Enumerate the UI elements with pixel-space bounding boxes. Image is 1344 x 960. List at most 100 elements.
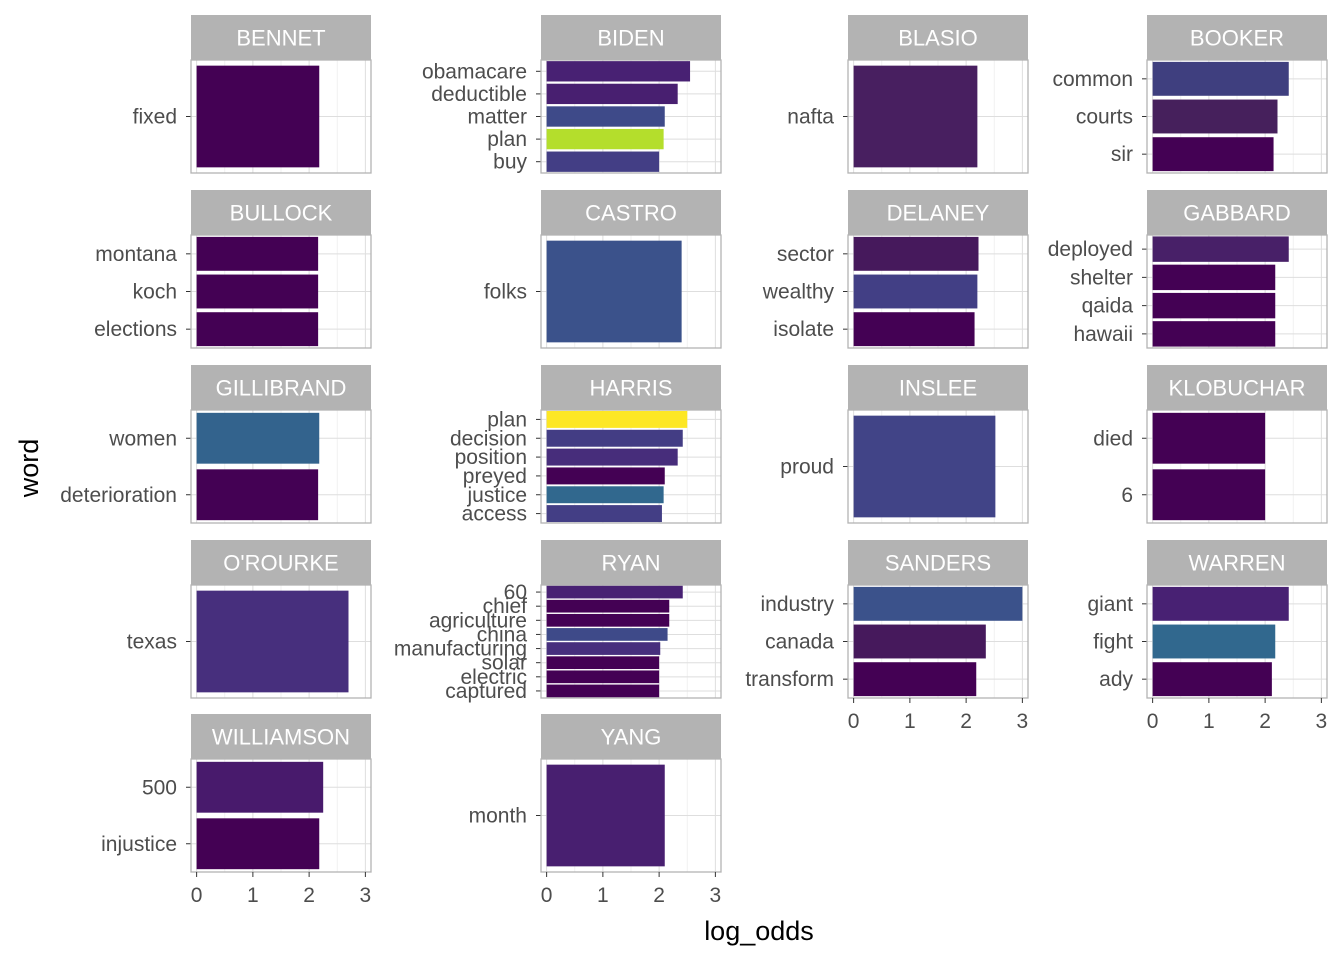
facet-panel: GABBARD deployed shelter qaida hawaii bbox=[1048, 190, 1328, 349]
facet-panels: BENNET fixed BIDEN obamacaredeductiblematte… bbox=[60, 15, 1328, 873]
facet-strip bbox=[541, 15, 721, 60]
x-tick-label: 1 bbox=[597, 884, 609, 907]
panel-border bbox=[847, 234, 1029, 349]
y-tick-label: industry bbox=[760, 593, 834, 616]
bar bbox=[1152, 586, 1289, 621]
bar bbox=[546, 628, 668, 641]
bar bbox=[546, 585, 683, 599]
facet-strip bbox=[1147, 15, 1327, 60]
x-tick-label: 1 bbox=[247, 884, 259, 907]
panel-border bbox=[540, 409, 722, 524]
bar bbox=[1152, 469, 1266, 521]
bar bbox=[546, 61, 691, 82]
x-tick-label: 2 bbox=[960, 710, 972, 733]
facet-panel: GILLIBRAND women deterioration bbox=[60, 365, 372, 524]
y-tick-label: fight bbox=[1093, 631, 1133, 654]
y-tick-label: hawaii bbox=[1073, 323, 1133, 346]
y-tick-label: deployed bbox=[1048, 238, 1133, 261]
panel-border bbox=[540, 584, 722, 699]
y-tick-label: injustice bbox=[101, 833, 177, 856]
bar bbox=[546, 151, 660, 172]
facet-panel: BULLOCK montana koch elections bbox=[94, 190, 372, 349]
facet-strip-label: O'ROURKE bbox=[223, 551, 338, 576]
facet-strip bbox=[1147, 540, 1327, 585]
y-tick-label: isolate bbox=[773, 318, 834, 341]
y-tick-label: manufacturing bbox=[394, 638, 527, 661]
x-axis: 0 1 2 3 bbox=[191, 872, 371, 907]
y-tick-label: plan bbox=[487, 408, 527, 431]
x-axis: 0 1 2 3 bbox=[1147, 698, 1327, 733]
panel-border bbox=[847, 584, 1029, 699]
bar bbox=[546, 467, 665, 485]
facet-strip bbox=[848, 365, 1028, 410]
y-axis-title: word bbox=[14, 439, 44, 499]
facet-panel: KLOBUCHAR died 6 bbox=[1093, 365, 1328, 524]
bar bbox=[853, 312, 975, 347]
bar bbox=[546, 410, 688, 428]
bar bbox=[853, 415, 996, 518]
y-tick-label: justice bbox=[466, 484, 527, 507]
panel-border bbox=[190, 59, 372, 174]
x-axis-title: log_odds bbox=[704, 916, 814, 946]
y-tick-label: 500 bbox=[142, 776, 177, 799]
bar bbox=[546, 505, 662, 523]
y-tick-label: died bbox=[1093, 427, 1133, 450]
facet-panel: BOOKER common courts sir bbox=[1052, 15, 1328, 174]
y-tick-label: ady bbox=[1099, 668, 1133, 691]
y-tick-label: china bbox=[477, 623, 528, 646]
bar bbox=[546, 684, 660, 698]
x-axis: 0 1 2 3 bbox=[541, 872, 721, 907]
facet-strip-label: DELANEY bbox=[887, 201, 990, 226]
facet-panel: WILLIAMSON 500 injustice bbox=[101, 714, 372, 873]
x-tick-label: 2 bbox=[303, 884, 315, 907]
bar bbox=[546, 670, 660, 684]
y-tick-label: access bbox=[462, 503, 527, 526]
bar bbox=[546, 429, 683, 447]
y-tick-label: agriculture bbox=[429, 609, 527, 632]
x-tick-label: 3 bbox=[1316, 710, 1328, 733]
facet-strip bbox=[848, 15, 1028, 60]
facet-strip bbox=[541, 714, 721, 759]
facet-strip bbox=[191, 15, 371, 60]
bar bbox=[1152, 137, 1274, 172]
facet-strip-label: INSLEE bbox=[899, 376, 977, 401]
panel-border bbox=[1146, 234, 1328, 349]
bar bbox=[546, 448, 678, 466]
bar bbox=[546, 599, 670, 613]
y-tick-label: preyed bbox=[463, 465, 527, 488]
facet-strip bbox=[191, 190, 371, 235]
panel-border bbox=[540, 234, 722, 349]
bar bbox=[546, 764, 665, 867]
facet-panel: INSLEE proud bbox=[780, 365, 1029, 524]
bar bbox=[1152, 236, 1289, 262]
x-tick-label: 0 bbox=[1147, 710, 1159, 733]
facet-strip bbox=[541, 540, 721, 585]
facet-panel: YANG month bbox=[469, 714, 722, 873]
y-tick-label: chief bbox=[483, 595, 528, 618]
bar bbox=[1152, 99, 1278, 134]
y-tick-label: qaida bbox=[1082, 295, 1134, 318]
bar bbox=[196, 412, 320, 464]
y-tick-label: canada bbox=[765, 631, 834, 654]
y-tick-label: sector bbox=[777, 243, 834, 266]
x-axis: 0 1 2 3 bbox=[848, 698, 1028, 733]
y-tick-label: wealthy bbox=[762, 281, 835, 304]
y-tick-label: sir bbox=[1111, 143, 1133, 166]
facet-strip bbox=[191, 540, 371, 585]
panel-border bbox=[1146, 59, 1328, 174]
y-tick-label: women bbox=[108, 427, 177, 450]
x-tick-label: 2 bbox=[1259, 710, 1271, 733]
bar bbox=[853, 65, 978, 168]
facet-strip-label: KLOBUCHAR bbox=[1169, 376, 1306, 401]
bar bbox=[546, 128, 664, 150]
y-tick-label: courts bbox=[1076, 106, 1133, 129]
bar bbox=[1152, 292, 1276, 319]
y-tick-label: position bbox=[455, 446, 527, 469]
bar bbox=[1152, 321, 1276, 347]
facet-panel: WARREN giant fight ady bbox=[1087, 540, 1328, 699]
bar bbox=[196, 312, 319, 347]
facet-panel: CASTRO folks bbox=[484, 190, 722, 349]
x-axes: 0 1 2 3 0 1 2 3 0 1 2 3 0 1 2 3 bbox=[191, 698, 1327, 907]
bar bbox=[853, 236, 979, 271]
